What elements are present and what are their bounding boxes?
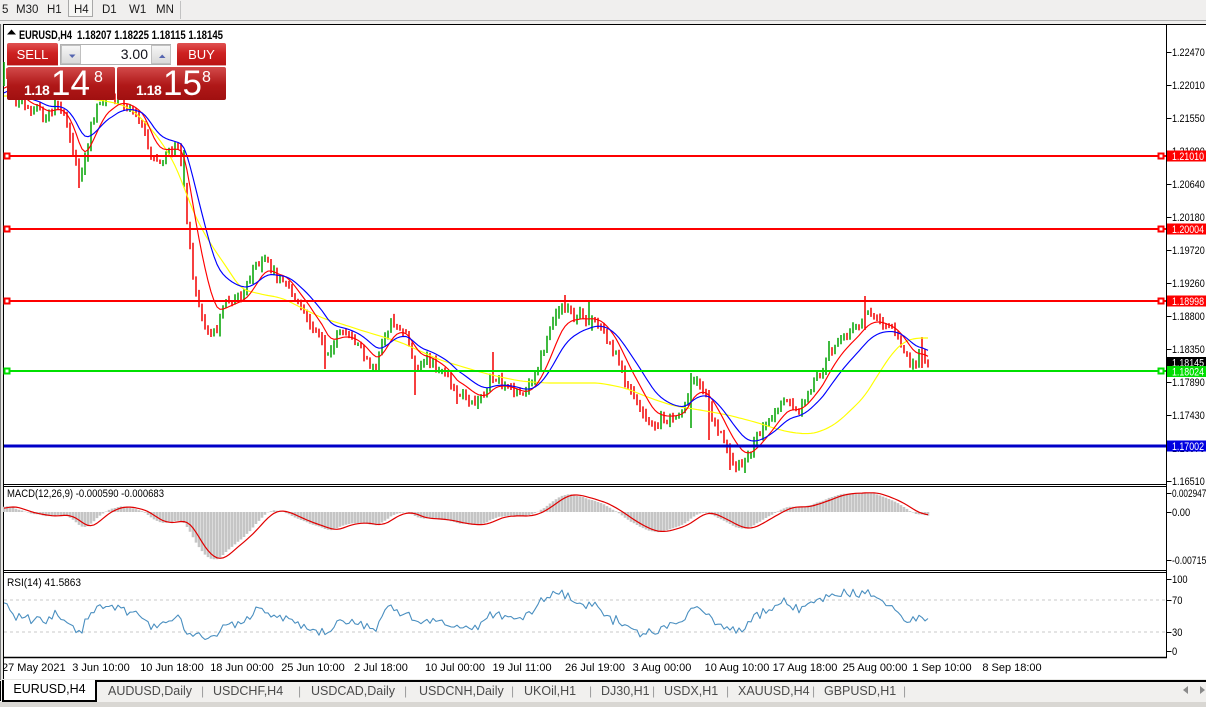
svg-text:27 May 2021: 27 May 2021: [2, 662, 66, 674]
svg-text:1.21550: 1.21550: [1172, 113, 1205, 125]
svg-text:17 Aug 18:00: 17 Aug 18:00: [773, 662, 838, 674]
svg-text:1.19260: 1.19260: [1172, 278, 1205, 290]
svg-text:1.18350: 1.18350: [1172, 344, 1205, 356]
svg-text:26 Jul 19:00: 26 Jul 19:00: [565, 662, 625, 674]
svg-text:1.18998: 1.18998: [1172, 296, 1204, 308]
svg-text:1 Sep 10:00: 1 Sep 10:00: [912, 662, 971, 674]
svg-text:3 Aug 00:00: 3 Aug 00:00: [633, 662, 692, 674]
svg-text:0.00: 0.00: [1172, 507, 1190, 519]
svg-text:0.002947: 0.002947: [1172, 488, 1206, 500]
svg-text:1.20004: 1.20004: [1172, 224, 1204, 236]
svg-text:1.18207 1.18225 1.18115 1.1814: 1.18207 1.18225 1.18115 1.18145: [77, 28, 223, 42]
svg-text:10 Aug 10:00: 10 Aug 10:00: [705, 662, 770, 674]
svg-text:1.22470: 1.22470: [1172, 47, 1205, 59]
svg-text:1.22010: 1.22010: [1172, 80, 1205, 92]
svg-text:100: 100: [1172, 574, 1188, 586]
svg-text:18 Jun 00:00: 18 Jun 00:00: [210, 662, 274, 674]
svg-text:1.17002: 1.17002: [1172, 441, 1204, 453]
svg-text:25 Aug 00:00: 25 Aug 00:00: [843, 662, 908, 674]
svg-text:1.17430: 1.17430: [1172, 410, 1205, 422]
svg-text:30: 30: [1172, 627, 1182, 639]
svg-text:1.20180: 1.20180: [1172, 212, 1205, 224]
svg-text:8 Sep 18:00: 8 Sep 18:00: [982, 662, 1041, 674]
svg-text:70: 70: [1172, 595, 1182, 607]
svg-text:1.21010: 1.21010: [1172, 151, 1204, 163]
svg-text:EURUSD,H4: EURUSD,H4: [19, 28, 72, 42]
svg-text:3 Jun 10:00: 3 Jun 10:00: [72, 662, 130, 674]
svg-text:0: 0: [1172, 646, 1177, 658]
svg-text:1.17890: 1.17890: [1172, 377, 1205, 389]
svg-text:1.16510: 1.16510: [1172, 476, 1205, 488]
svg-text:1.20640: 1.20640: [1172, 179, 1205, 191]
svg-text:1.18024: 1.18024: [1172, 367, 1204, 379]
svg-text:10 Jun 18:00: 10 Jun 18:00: [140, 662, 204, 674]
svg-text:-0.00715: -0.00715: [1172, 555, 1206, 567]
svg-text:1.18800: 1.18800: [1172, 311, 1205, 323]
svg-text:2 Jul 18:00: 2 Jul 18:00: [354, 662, 408, 674]
svg-text:10 Jul 00:00: 10 Jul 00:00: [425, 662, 485, 674]
svg-text:25 Jun 10:00: 25 Jun 10:00: [281, 662, 345, 674]
svg-text:19 Jul 11:00: 19 Jul 11:00: [492, 662, 551, 674]
svg-text:MACD(12,26,9) -0.000590 -0.000: MACD(12,26,9) -0.000590 -0.000683: [7, 488, 164, 500]
svg-text:1.19720: 1.19720: [1172, 245, 1205, 257]
svg-text:RSI(14) 41.5863: RSI(14) 41.5863: [7, 577, 81, 589]
